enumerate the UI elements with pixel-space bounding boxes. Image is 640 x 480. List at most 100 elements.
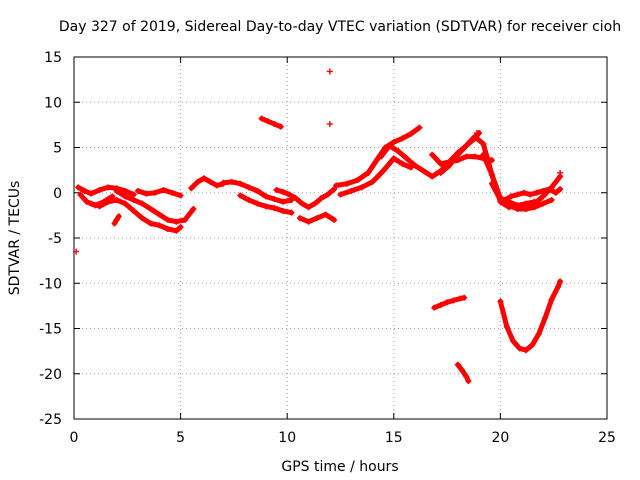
data-point — [164, 225, 171, 232]
data-point — [113, 216, 120, 223]
data-point — [258, 115, 265, 122]
data-point — [399, 160, 406, 167]
data-point — [326, 68, 333, 75]
data-point — [322, 211, 329, 218]
data-point — [488, 171, 495, 178]
data-point — [83, 198, 90, 205]
data-point — [407, 164, 414, 171]
data-point — [412, 162, 419, 169]
data-point — [450, 297, 457, 304]
data-point — [73, 248, 80, 255]
data-point — [557, 278, 564, 285]
data-point — [77, 191, 84, 198]
data-point — [245, 196, 252, 203]
data-point — [139, 215, 146, 222]
data-point — [540, 193, 547, 200]
y-tick-label: 15 — [44, 50, 62, 66]
data-point — [190, 206, 197, 213]
data-track — [88, 196, 184, 234]
data-point — [213, 182, 220, 189]
data-point — [311, 200, 318, 207]
data-point — [510, 338, 517, 345]
data-point — [533, 189, 540, 196]
data-point — [471, 133, 478, 140]
data-point — [296, 215, 303, 222]
data-point — [454, 361, 461, 368]
data-point — [279, 188, 286, 195]
data-point — [156, 211, 163, 218]
data-point — [331, 216, 338, 223]
data-point — [134, 187, 141, 194]
data-point — [354, 177, 361, 184]
data-point — [542, 314, 549, 321]
data-point — [324, 191, 331, 198]
track-line — [259, 116, 284, 130]
data-point — [122, 193, 129, 200]
track-line — [114, 188, 196, 225]
data-point — [279, 207, 286, 214]
y-tick-label: 10 — [44, 95, 62, 111]
data-point — [380, 168, 387, 175]
x-axis-label: GPS time / hours — [281, 459, 398, 475]
data-point — [522, 347, 529, 354]
x-tick-label: 5 — [176, 430, 185, 446]
data-point — [220, 179, 227, 186]
data-point — [463, 373, 470, 380]
data-point — [390, 155, 397, 162]
data-point — [173, 227, 180, 234]
data-point — [520, 189, 527, 196]
data-point — [557, 186, 564, 193]
data-point — [480, 140, 487, 147]
data-point — [508, 193, 515, 200]
data-point — [113, 187, 120, 194]
data-point — [416, 124, 423, 131]
data-point — [531, 204, 538, 211]
data-point — [337, 191, 344, 198]
data-point — [305, 204, 312, 211]
data-track — [488, 180, 555, 213]
data-track — [273, 186, 338, 211]
data-point — [503, 323, 510, 330]
data-track — [220, 178, 295, 205]
data-point — [143, 190, 150, 197]
data-point — [505, 202, 512, 209]
data-point — [292, 195, 299, 202]
data-point — [548, 296, 555, 303]
data-point — [177, 192, 184, 199]
data-point — [75, 184, 82, 191]
data-point — [105, 184, 112, 191]
data-point — [456, 295, 463, 302]
y-tick-label: 5 — [53, 141, 62, 157]
data-point — [540, 200, 547, 207]
data-point — [343, 180, 350, 187]
data-point — [369, 178, 376, 185]
data-point — [299, 200, 306, 207]
data-point — [173, 218, 180, 225]
data-point — [348, 187, 355, 194]
data-point — [130, 191, 137, 198]
chart-title: Day 327 of 2019, Sidereal Day-to-day VTE… — [59, 19, 621, 35]
data-point — [152, 189, 159, 196]
data-point — [81, 187, 88, 194]
axis-ticks: 0 5 10 15 20 25 -25 -20 -15 -10 -5 0 5 10 15 — [39, 50, 616, 446]
x-tick-label: 15 — [385, 430, 403, 446]
data-track — [497, 278, 564, 354]
data-point — [522, 206, 529, 213]
data-point — [365, 169, 372, 176]
data-track — [337, 155, 414, 198]
data-point — [271, 120, 278, 127]
data-point — [245, 184, 252, 191]
data-point — [147, 206, 154, 213]
data-point — [188, 185, 195, 192]
data-point — [314, 215, 321, 222]
data-point — [318, 195, 325, 202]
data-track — [75, 184, 137, 198]
data-track — [111, 213, 122, 227]
data-point — [429, 151, 436, 158]
y-tick-label: -5 — [48, 231, 62, 247]
data-point — [333, 182, 340, 189]
x-tick-label: 10 — [278, 430, 296, 446]
data-point — [437, 160, 444, 167]
data-point — [407, 130, 414, 137]
data-point — [437, 169, 444, 176]
